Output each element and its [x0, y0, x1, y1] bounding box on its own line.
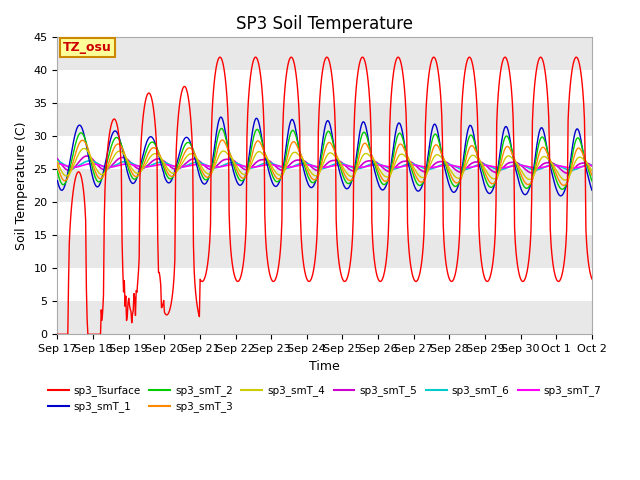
sp3_smT_2 — [54, 168, 61, 174]
sp3_smT_1 — [201, 181, 209, 187]
sp3_smT_7 — [63, 163, 71, 169]
Line: sp3_smT_5: sp3_smT_5 — [58, 156, 592, 173]
sp3_smT_7 — [569, 165, 577, 171]
sp3_smT_4 — [202, 169, 209, 175]
sp3_smT_5 — [63, 167, 71, 173]
sp3_smT_3 — [219, 137, 227, 143]
sp3_smT_6 — [118, 159, 126, 165]
Line: sp3_smT_3: sp3_smT_3 — [58, 140, 592, 185]
Text: TZ_osu: TZ_osu — [63, 41, 111, 54]
sp3_smT_1 — [557, 193, 564, 199]
sp3_smT_1 — [406, 167, 413, 173]
sp3_smT_2 — [406, 161, 413, 167]
sp3_smT_1 — [173, 163, 180, 168]
Y-axis label: Soil Temperature (C): Soil Temperature (C) — [15, 121, 28, 250]
sp3_smT_5 — [173, 166, 181, 172]
sp3_smT_6 — [588, 162, 596, 168]
sp3_smT_1 — [54, 178, 61, 183]
Line: sp3_Tsurface: sp3_Tsurface — [58, 57, 592, 334]
sp3_smT_2 — [558, 186, 566, 192]
X-axis label: Time: Time — [309, 360, 340, 372]
sp3_smT_2 — [218, 126, 225, 132]
sp3_smT_6 — [173, 164, 180, 170]
sp3_smT_2 — [63, 176, 71, 182]
Bar — [58, 169, 592, 202]
sp3_smT_3 — [588, 172, 596, 178]
Bar — [58, 37, 592, 71]
sp3_smT_1 — [63, 174, 71, 180]
sp3_Tsurface — [54, 331, 61, 337]
sp3_smT_2 — [173, 167, 180, 172]
sp3_smT_4 — [588, 168, 596, 173]
sp3_smT_3 — [173, 169, 180, 175]
sp3_smT_6 — [390, 166, 397, 172]
sp3_Tsurface — [201, 276, 209, 281]
sp3_smT_6 — [63, 164, 71, 169]
sp3_smT_1 — [588, 187, 596, 193]
Title: SP3 Soil Temperature: SP3 Soil Temperature — [236, 15, 413, 33]
sp3_smT_7 — [201, 162, 209, 168]
sp3_smT_6 — [567, 167, 575, 173]
Line: sp3_smT_1: sp3_smT_1 — [58, 117, 592, 196]
sp3_smT_7 — [588, 163, 596, 168]
sp3_smT_5 — [54, 156, 61, 162]
sp3_smT_3 — [54, 162, 61, 168]
sp3_smT_5 — [588, 163, 596, 168]
sp3_Tsurface — [173, 144, 180, 150]
sp3_smT_7 — [390, 165, 397, 170]
sp3_smT_4 — [54, 158, 61, 164]
sp3_smT_3 — [118, 145, 126, 151]
sp3_smT_5 — [406, 158, 413, 164]
sp3_smT_4 — [81, 145, 88, 151]
sp3_smT_5 — [202, 164, 209, 169]
sp3_smT_4 — [173, 168, 181, 174]
sp3_smT_1 — [217, 114, 225, 120]
sp3_smT_3 — [63, 176, 71, 182]
sp3_Tsurface — [588, 276, 596, 282]
sp3_smT_5 — [563, 170, 571, 176]
sp3_smT_4 — [390, 163, 398, 168]
sp3_smT_3 — [201, 173, 209, 179]
sp3_smT_4 — [561, 177, 569, 183]
Legend: sp3_Tsurface, sp3_smT_1, sp3_smT_2, sp3_smT_3, sp3_smT_4, sp3_smT_5, sp3_smT_6, : sp3_Tsurface, sp3_smT_1, sp3_smT_2, sp3_… — [44, 381, 606, 417]
sp3_smT_5 — [83, 153, 91, 159]
sp3_smT_4 — [119, 150, 127, 156]
sp3_Tsurface — [405, 248, 413, 253]
sp3_smT_6 — [54, 158, 61, 164]
Line: sp3_smT_7: sp3_smT_7 — [58, 164, 592, 168]
Line: sp3_smT_4: sp3_smT_4 — [58, 148, 592, 180]
sp3_smT_2 — [118, 144, 126, 149]
Line: sp3_smT_2: sp3_smT_2 — [58, 129, 592, 189]
sp3_smT_1 — [118, 146, 126, 152]
sp3_smT_1 — [390, 139, 398, 144]
sp3_Tsurface — [63, 331, 71, 337]
sp3_smT_7 — [405, 162, 413, 168]
sp3_smT_2 — [390, 148, 398, 154]
sp3_Tsurface — [118, 240, 126, 245]
Line: sp3_smT_6: sp3_smT_6 — [58, 161, 592, 170]
sp3_smT_5 — [119, 155, 127, 160]
sp3_Tsurface — [572, 54, 580, 60]
sp3_smT_3 — [390, 157, 398, 163]
sp3_smT_2 — [588, 178, 596, 184]
sp3_smT_3 — [406, 158, 413, 164]
sp3_smT_2 — [201, 177, 209, 182]
sp3_smT_5 — [390, 166, 398, 171]
sp3_smT_6 — [405, 161, 413, 167]
sp3_Tsurface — [390, 71, 397, 76]
sp3_smT_4 — [63, 173, 71, 179]
Bar — [58, 235, 592, 268]
sp3_smT_4 — [406, 158, 413, 164]
sp3_smT_6 — [201, 162, 209, 168]
Bar — [58, 301, 592, 334]
sp3_smT_7 — [118, 162, 126, 168]
sp3_smT_7 — [173, 164, 180, 169]
Bar — [58, 103, 592, 136]
sp3_smT_7 — [54, 161, 61, 167]
sp3_smT_3 — [560, 182, 568, 188]
